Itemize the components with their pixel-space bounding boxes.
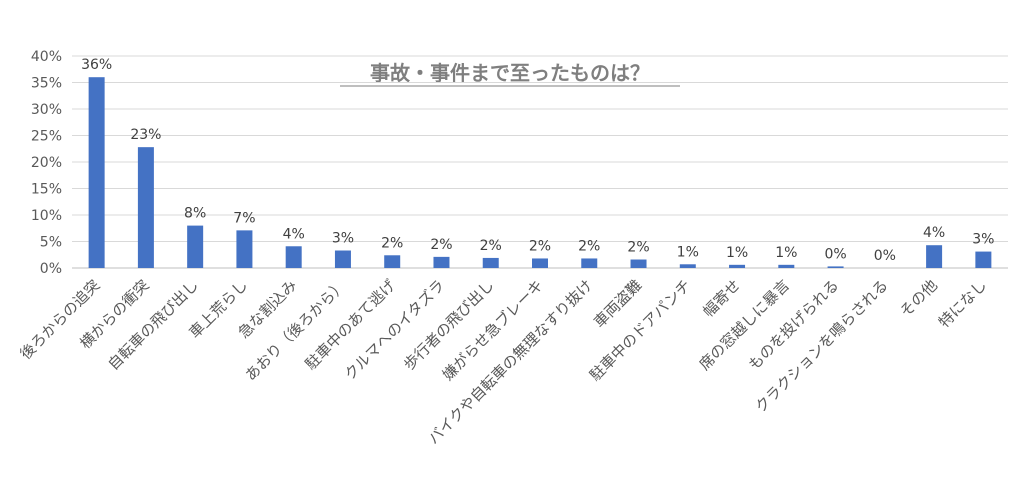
x-tick-label: 席の窓越しに暴言	[696, 276, 794, 374]
bar	[187, 225, 204, 268]
bar	[88, 77, 105, 268]
bar	[778, 264, 795, 268]
x-tick-label: ものを投げられる	[745, 276, 843, 374]
y-tick-label: 40%	[31, 49, 62, 65]
bar	[334, 250, 351, 268]
x-tick-label: 自転車の飛び出し	[104, 276, 202, 374]
data-labels: 36% 23% 8% 7% 4% 3% 2% 2% 2% 2% 2% 2% 1% 1% 1% 0% 0% 4% 3%	[81, 57, 994, 264]
y-axis: 0% 5% 10% 15% 20% 25% 30% 35% 40%	[31, 49, 62, 277]
data-label: 0%	[874, 248, 896, 264]
data-label: 1%	[677, 244, 699, 260]
x-tick-label: 特になし	[935, 276, 990, 331]
data-label: 0%	[824, 246, 846, 262]
bar	[285, 246, 302, 268]
data-label: 4%	[923, 225, 945, 241]
data-label: 1%	[726, 245, 748, 261]
bar	[236, 230, 253, 268]
data-label: 1%	[775, 245, 797, 261]
data-label: 2%	[578, 238, 600, 254]
y-tick-label: 10%	[31, 208, 62, 224]
data-label: 2%	[529, 238, 551, 254]
bar	[827, 266, 844, 268]
bar	[679, 264, 696, 268]
data-label: 3%	[332, 231, 354, 247]
bar	[532, 258, 548, 268]
data-label: 23%	[130, 127, 161, 143]
bar	[975, 251, 992, 268]
x-axis: 後ろからの追突横からの衝突自転車の飛び出し車上荒らし急な割込みあおり（後ろから）…	[16, 276, 990, 448]
y-tick-label: 15%	[31, 182, 62, 198]
bar	[433, 256, 450, 268]
data-label: 3%	[972, 232, 994, 248]
data-label: 4%	[283, 226, 305, 242]
bar	[926, 245, 943, 268]
bar	[384, 255, 401, 268]
bar	[729, 264, 746, 268]
bar	[630, 259, 647, 268]
x-tick-label: 歩行者の飛び出し	[400, 276, 498, 374]
bar	[581, 258, 598, 268]
y-tick-label: 25%	[31, 129, 62, 145]
bar	[137, 147, 154, 268]
bars	[88, 77, 992, 268]
y-tick-label: 35%	[31, 76, 62, 92]
data-label: 2%	[430, 237, 452, 253]
data-label: 2%	[627, 240, 649, 256]
data-label: 36%	[81, 57, 112, 73]
data-label: 2%	[381, 235, 403, 251]
data-label: 2%	[480, 238, 502, 254]
data-label: 8%	[184, 206, 206, 222]
bar	[482, 257, 499, 268]
y-tick-label: 0%	[40, 261, 62, 277]
y-tick-label: 30%	[31, 102, 62, 118]
chart-title: 事故・事件まで至ったものは？	[370, 61, 650, 85]
y-tick-label: 5%	[40, 235, 62, 251]
data-label: 7%	[233, 210, 255, 226]
gridlines	[72, 55, 1008, 269]
y-tick-label: 20%	[31, 155, 62, 171]
x-tick-label: 駐車中のあて逃げ	[302, 276, 399, 373]
x-tick-label: 幅寄せ	[699, 276, 744, 321]
x-tick-label: その他	[896, 276, 941, 321]
